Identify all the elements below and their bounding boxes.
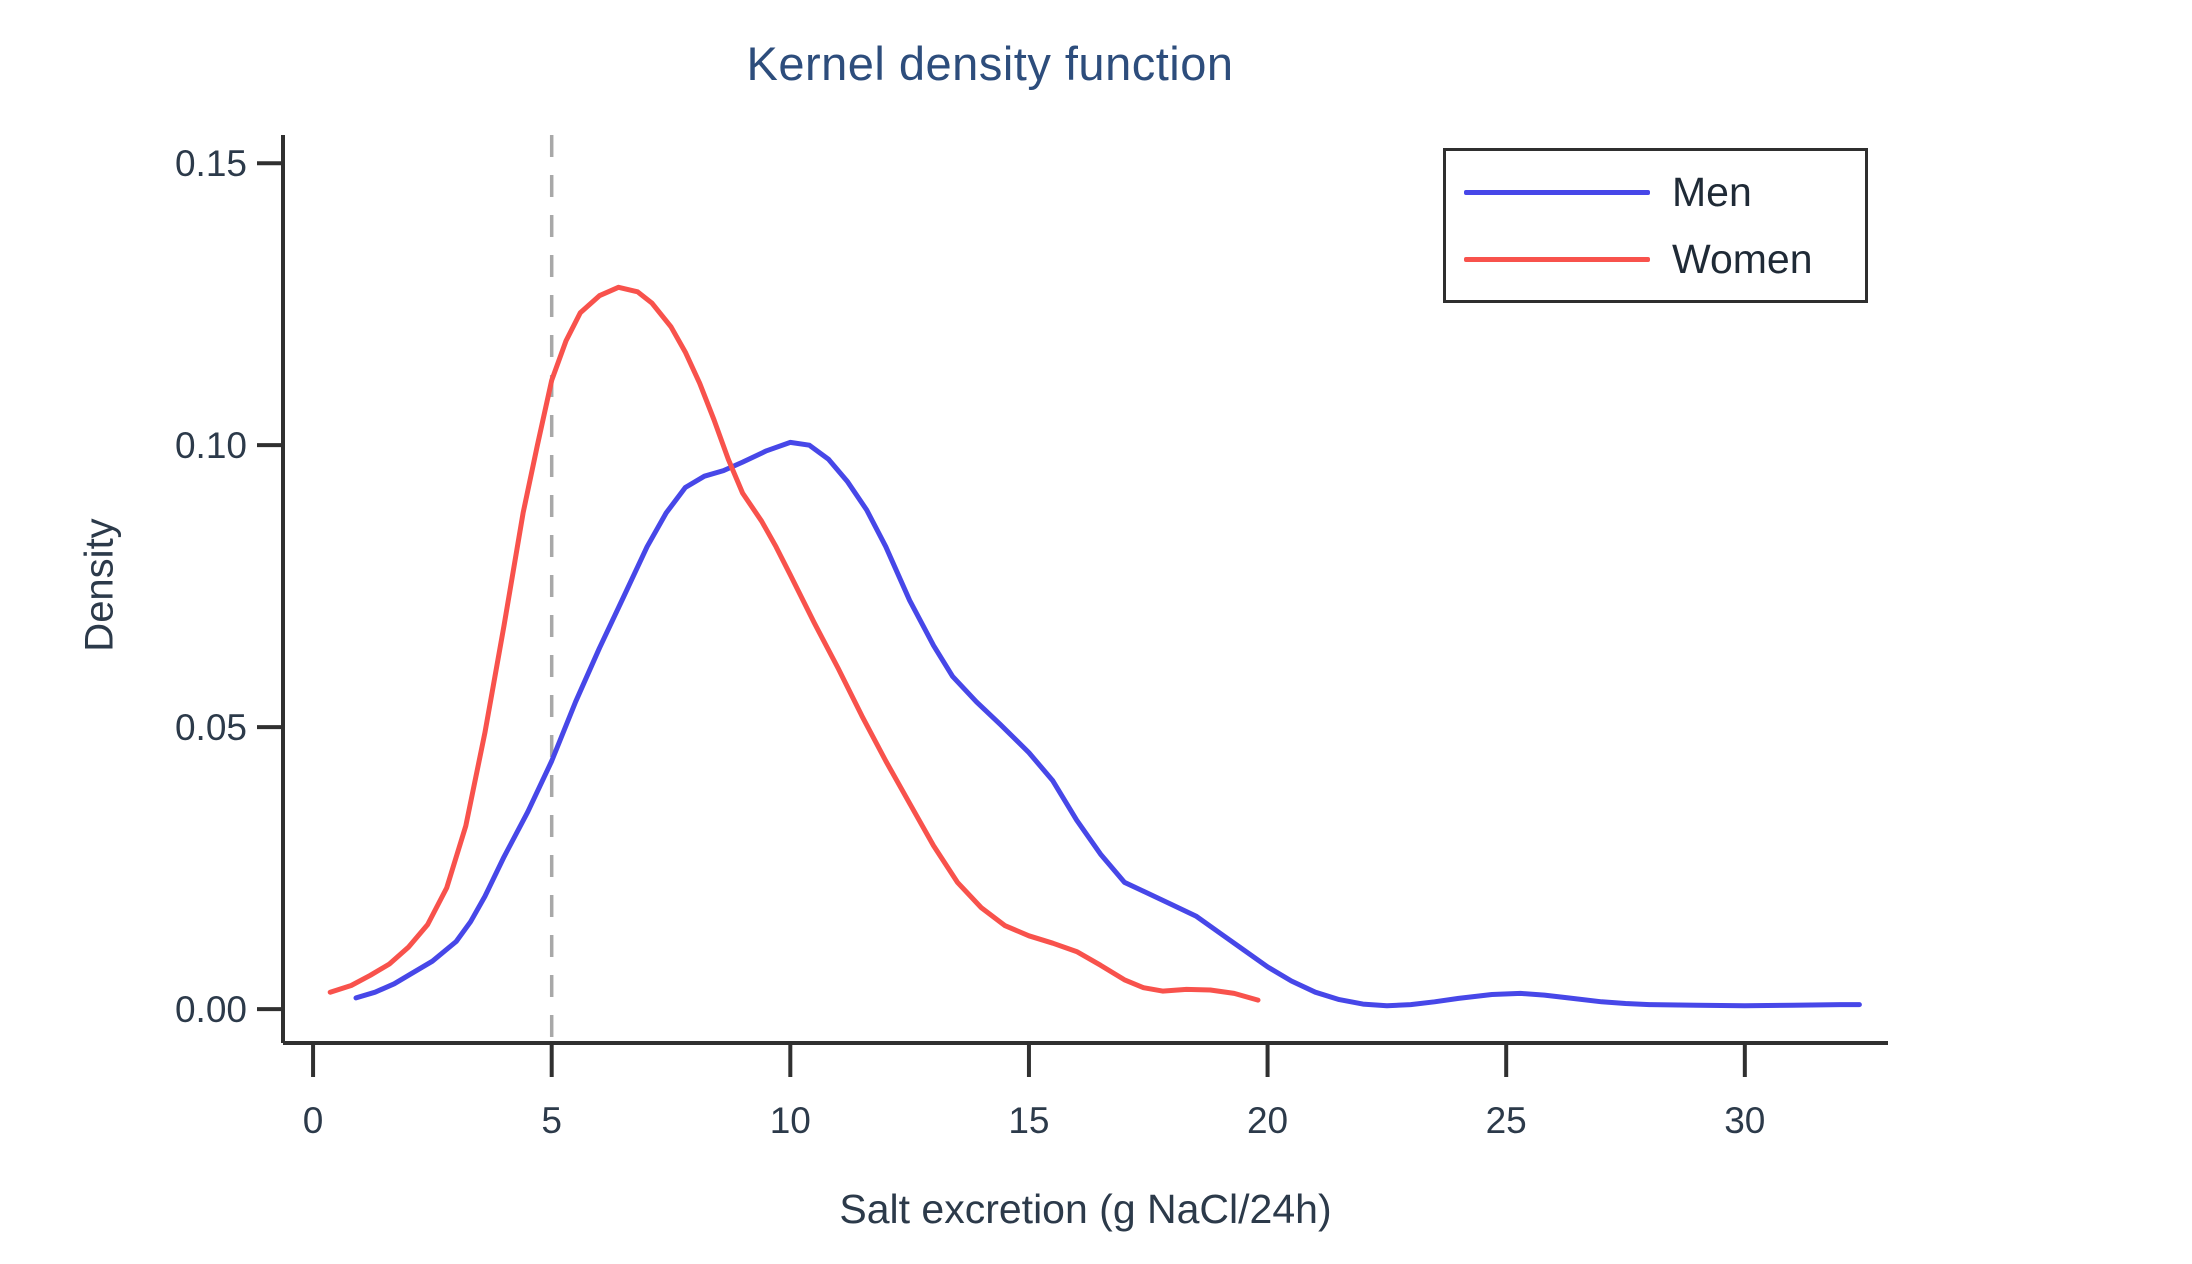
legend-entry-women: Women	[1464, 235, 1865, 282]
chart-title: Kernel density function	[746, 37, 1234, 90]
x-tick-label: 5	[541, 1100, 562, 1141]
x-tick-label: 20	[1247, 1100, 1288, 1141]
x-tick-label: 0	[303, 1100, 324, 1141]
x-tick-label: 10	[770, 1100, 811, 1141]
x-tick-label: 30	[1724, 1100, 1765, 1141]
men-line-swatch	[1464, 189, 1650, 195]
women-density-curve	[327, 284, 1261, 1003]
y-axis-title: Density	[77, 518, 122, 652]
legend-box: Men Women	[1443, 148, 1868, 303]
legend-entry-men: Men	[1464, 168, 1865, 215]
y-tick-label: 0.00	[175, 989, 247, 1030]
men-density-curve	[353, 439, 1862, 1009]
y-tick-label: 0.10	[175, 425, 247, 466]
x-axis-title: Salt excretion (g NaCl/24h)	[839, 1186, 1332, 1232]
x-tick-label: 25	[1486, 1100, 1527, 1141]
y-tick-label: 0.05	[175, 707, 247, 748]
legend-label-men: Men	[1672, 168, 1752, 215]
women-line-swatch	[1464, 256, 1650, 262]
legend-label-women: Women	[1672, 235, 1813, 282]
y-tick-label: 0.15	[175, 143, 247, 184]
x-tick-label: 15	[1008, 1100, 1049, 1141]
